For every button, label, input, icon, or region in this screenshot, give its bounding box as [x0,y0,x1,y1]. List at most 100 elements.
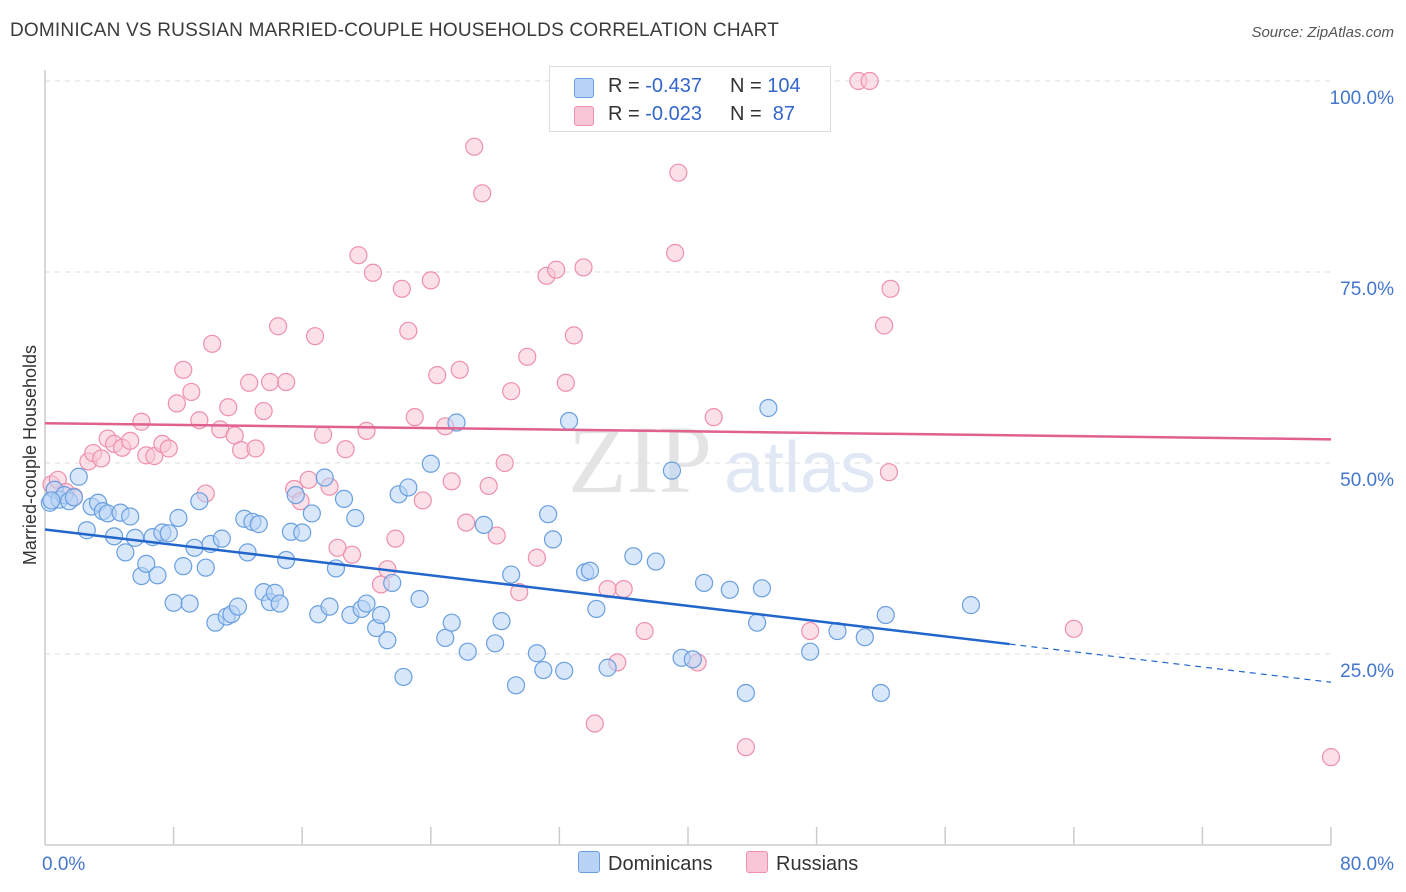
data-point [116,543,135,562]
data-point [598,658,617,677]
data-point [386,529,405,548]
data-point [182,382,201,402]
data-point [492,612,511,631]
data-point [42,491,61,510]
data-point [413,491,432,510]
axes [44,70,1332,846]
tick-labels: 25.0% 50.0% 75.0% 100.0% 0.0% 80.0% [42,88,1394,875]
y-tick-label: 100.0% [1330,88,1395,109]
data-point [410,589,429,609]
data-point [527,644,546,663]
data-point [121,431,140,450]
data-point [736,683,755,703]
data-point [555,661,574,680]
data-point [92,449,111,468]
data-point [196,558,215,577]
x-tick-label: 80.0% [1340,854,1394,875]
data-point [759,398,778,418]
data-point [879,463,899,482]
data-point [860,71,879,91]
data-point [137,554,156,573]
data-point [392,279,411,298]
data-point [260,372,280,392]
data-point [342,545,362,564]
chart-title: DOMINICAN VS RUSSIAN MARRIED-COUPLE HOUS… [10,20,780,41]
data-point [164,593,183,612]
data-point [313,425,333,444]
data-point [125,528,145,547]
data-point [534,660,553,680]
trend-lines [44,422,1332,683]
data-point [666,243,685,262]
data-point [720,580,739,599]
data-point [148,566,167,585]
bottom-legend-swatch-dominicans [578,851,600,873]
data-point [428,366,447,385]
data-point [268,317,288,336]
data-point [254,401,273,421]
data-point [855,628,874,647]
legend-swatch-russians [574,106,594,126]
chart-source: Source: ZipAtlas.com [1251,24,1394,41]
data-point [357,421,376,441]
data-point [159,524,178,543]
bottom-legend-swatch-russians [746,851,768,873]
data-point [473,184,492,203]
data-point [587,599,606,619]
data-point [320,597,339,616]
data-point [442,472,461,491]
data-point [447,413,466,432]
legend-n-value: 87 [767,103,796,125]
data-point [876,605,895,625]
y-tick-label: 25.0% [1340,661,1394,682]
data-point [315,468,334,487]
data-point [169,508,188,528]
data-point [510,583,529,602]
legend-n-value: 104 [767,75,801,97]
data-point [378,631,397,650]
data-point [174,360,193,379]
legend-row-dominicans: R = -0.437 N = 104 [550,73,830,103]
data-point [228,597,247,616]
data-point [465,137,484,156]
data-point [180,594,199,613]
data-point [574,258,593,277]
data-point [299,470,318,489]
data-point [495,453,514,473]
data-point [875,316,894,335]
correlation-legend: R = -0.437 N = 104 R = -0.023 N = 87 [549,66,831,132]
data-point [559,411,579,431]
data-point [450,360,469,379]
data-point [277,372,296,392]
bottom-legend-dominicans: Dominicans [578,851,712,876]
data-point [399,478,418,497]
data-point [436,628,455,648]
data-point [801,621,820,641]
legend-r-value: -0.437 [645,75,702,97]
data-point [502,565,521,584]
data-point [736,738,755,757]
y-tick-label: 75.0% [1340,279,1394,300]
data-point [383,573,402,593]
data-point [159,439,178,458]
data-point [121,507,140,526]
grid-lines [45,80,1333,655]
data-point [421,454,440,473]
data-point [240,373,259,392]
data-point [399,321,418,340]
data-point [421,271,440,290]
y-axis-label: Married-couple Households [20,345,40,565]
data-point [349,246,368,265]
data-point [190,492,209,511]
data-point [64,488,84,507]
data-point [346,508,365,528]
data-point [801,642,820,661]
data-point [683,650,702,669]
data-point [357,594,376,613]
data-point [871,683,891,703]
data-point [1321,748,1341,767]
legend-r-value: -0.023 [645,103,702,125]
bottom-legend-label: Russians [776,853,859,875]
watermark-atlas: atlas [724,428,876,508]
